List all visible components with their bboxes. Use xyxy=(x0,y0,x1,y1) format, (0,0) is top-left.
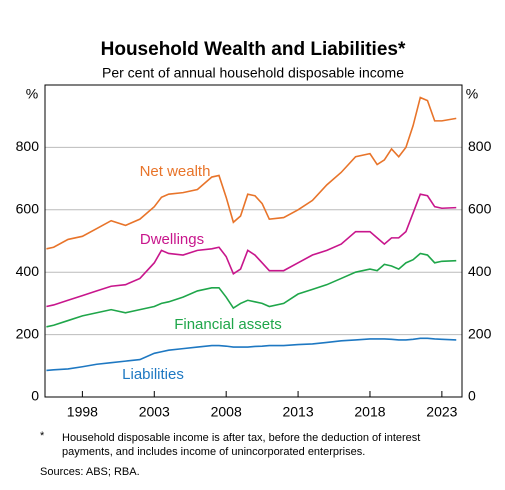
series-line xyxy=(46,252,457,328)
y-tick-label: 0 xyxy=(31,388,39,404)
chart-title: Household Wealth and Liabilities* xyxy=(101,39,406,60)
series-line xyxy=(46,96,457,250)
y-tick-label: 600 xyxy=(16,201,40,217)
sources: Sources: ABS; RBA. xyxy=(40,466,140,478)
y-tick-label: 200 xyxy=(16,325,40,341)
x-tick-label: 2013 xyxy=(282,404,313,420)
series-label: Net wealth xyxy=(140,163,211,180)
plot-frame xyxy=(44,84,463,398)
footnote-box: Household disposable income is after tax… xyxy=(62,432,421,458)
x-tick-label: 2008 xyxy=(211,404,242,420)
y2-tick-label: 800 xyxy=(468,138,492,154)
chart-subtitle: Per cent of annual household disposable … xyxy=(102,65,404,81)
footnote: Household disposable income is after tax… xyxy=(62,432,421,458)
series-label: Liabilities xyxy=(122,366,184,383)
y2-tick-label: 600 xyxy=(468,201,492,217)
series-label: Dwellings xyxy=(140,231,204,248)
y2-unit: % xyxy=(466,86,478,102)
footnote-marker: * xyxy=(40,430,45,442)
series-label: Financial assets xyxy=(174,316,282,333)
y-unit: % xyxy=(26,86,38,102)
x-tick-label: 1998 xyxy=(67,404,98,420)
series-line xyxy=(46,337,457,372)
y2-tick-label: 0 xyxy=(468,388,476,404)
y2-tick-label: 200 xyxy=(468,325,492,341)
y-tick-label: 400 xyxy=(16,263,40,279)
x-tick-label: 2003 xyxy=(139,404,170,420)
x-tick-label: 2018 xyxy=(354,404,385,420)
x-tick-label: 2023 xyxy=(426,404,457,420)
y2-tick-label: 400 xyxy=(468,263,492,279)
series-line xyxy=(46,193,457,308)
y-tick-label: 800 xyxy=(16,138,40,154)
